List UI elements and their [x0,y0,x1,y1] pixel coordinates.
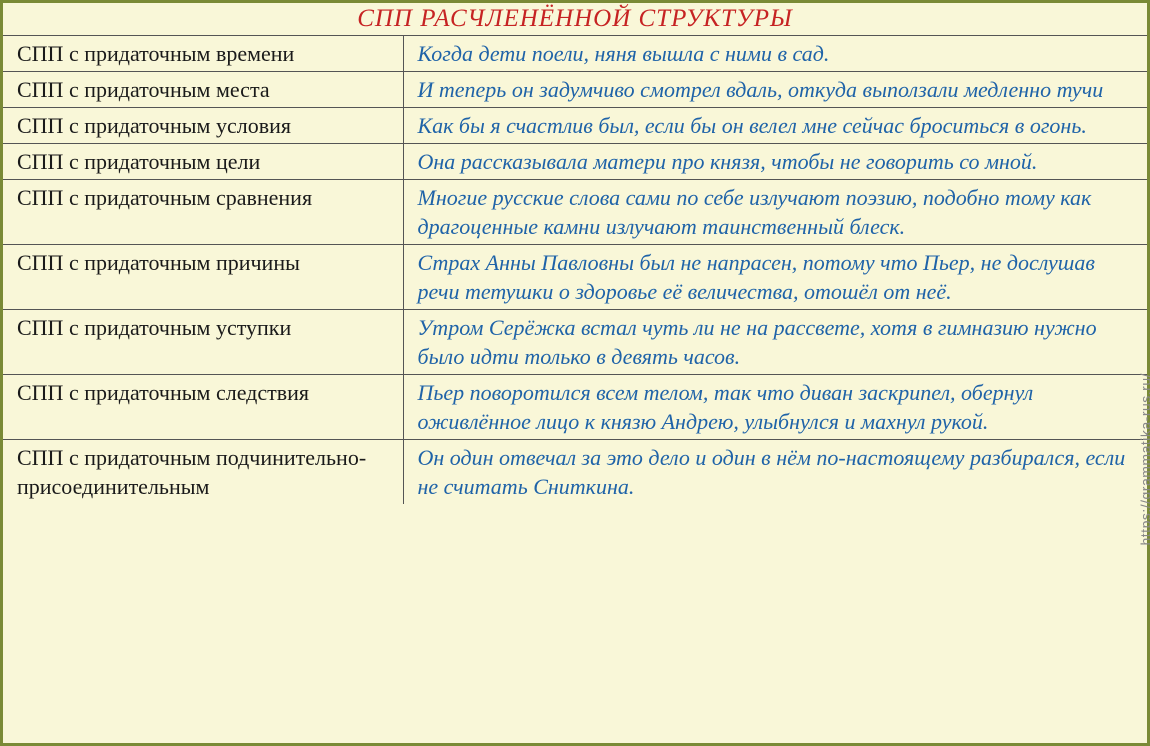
example-cell: Страх Анны Павловны был не напрасен, пот… [403,245,1147,310]
spp-table: СПП РАСЧЛЕНЁННОЙ СТРУКТУРЫ СПП с придато… [3,3,1147,504]
table-row: СПП с придаточным времени Когда дети пое… [3,36,1147,72]
table-row: СПП с придаточным уступки Утром Серёжка … [3,310,1147,375]
example-cell: И теперь он задумчиво смотрел вдаль, отк… [403,72,1147,108]
table-row: СПП с придаточным условия Как бы я счаст… [3,108,1147,144]
type-cell: СПП с придаточным цели [3,144,403,180]
table-row: СПП с придаточным места И теперь он заду… [3,72,1147,108]
table-row: СПП с придаточным цели Она рассказывала … [3,144,1147,180]
watermark-text: https://grammatika-rus.ru/ [1137,373,1150,546]
example-cell: Когда дети поели, няня вышла с ними в са… [403,36,1147,72]
table-row: СПП с придаточным следствия Пьер поворот… [3,375,1147,440]
table-row: СПП с придаточным сравнения Многие русск… [3,180,1147,245]
page-container: https://grammatika-rus.ru/ СПП РАСЧЛЕНЁН… [0,0,1150,746]
type-cell: СПП с придаточным условия [3,108,403,144]
type-cell: СПП с придаточным причины [3,245,403,310]
type-cell: СПП с придаточным времени [3,36,403,72]
example-cell: Как бы я счастлив был, если бы он велел … [403,108,1147,144]
table-row: СПП с придаточным причины Страх Анны Пав… [3,245,1147,310]
example-cell: Она рассказывала матери про князя, чтобы… [403,144,1147,180]
type-cell: СПП с придаточным следствия [3,375,403,440]
table-header: СПП РАСЧЛЕНЁННОЙ СТРУКТУРЫ [3,3,1147,36]
table-row: СПП с придаточным подчинительно-присоеди… [3,440,1147,505]
type-cell: СПП с придаточным места [3,72,403,108]
example-cell: Многие русские слова сами по себе излуча… [403,180,1147,245]
example-cell: Утром Серёжка встал чуть ли не на рассве… [403,310,1147,375]
type-cell: СПП с придаточным подчинительно-присоеди… [3,440,403,505]
example-cell: Пьер поворотился всем телом, так что див… [403,375,1147,440]
type-cell: СПП с придаточным сравнения [3,180,403,245]
example-cell: Он один отвечал за это дело и один в нём… [403,440,1147,505]
type-cell: СПП с придаточным уступки [3,310,403,375]
